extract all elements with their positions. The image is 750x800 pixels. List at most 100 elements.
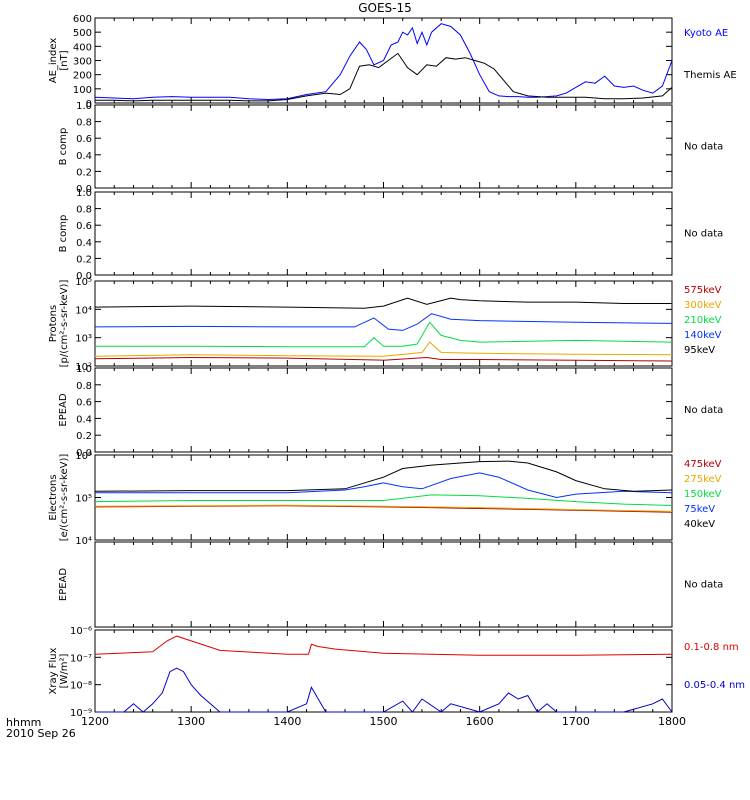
legend-entry: 0.05-0.4 nm [684,680,745,691]
series-line-kyoto-ae [94,23,673,101]
panel-ae: 0 100 200 300 400 500 600 AE_index [nT] Kyoto AE T… [48,14,737,110]
y-axis-label: EPEAD [58,393,69,427]
x-tick-label: 1700 [562,715,590,728]
y-axis-label: AE_index [48,38,59,84]
y-tick-label: 10⁵ [75,277,92,288]
panel-frame [94,454,673,541]
series-line-210kev [95,321,673,348]
legend-entry: 475keV [684,459,722,470]
series-line-95kev [94,297,672,309]
y-tick-label: 0.2 [76,431,92,442]
legend-entry: 0.1-0.8 nm [684,642,739,653]
y-tick-label: 10⁵ [75,494,92,505]
chart-title: GOES-15 [358,1,412,15]
y-tick-label: 200 [73,71,92,82]
panel-protons: 10² 10³ 10⁴ 10⁵ Protons [p/(cm²-s-sr-keV)] 575… [48,277,722,373]
y-axis-label: Xray Flux [48,647,59,694]
y-tick-label: 0.0 [76,271,92,282]
y-tick-label: 100 [73,85,92,96]
legend-entry: 75keV [684,504,715,515]
panel-frame [94,191,673,276]
panel-bcomp2: 0.0 0.2 0.4 0.6 0.8 1.0 B comp No data [58,188,723,282]
footer-time-label: hhmm [6,716,41,729]
legend-entry: 40keV [684,519,715,530]
series-line-40kev [94,460,673,492]
y-tick-label: 0.8 [76,118,92,129]
series-line-0-05-0-4-nm [95,667,673,713]
no-data-label: No data [684,405,723,416]
y-tick-label: 0.6 [76,134,92,145]
y-tick-label: 600 [73,14,92,25]
x-tick-label: 1600 [466,715,494,728]
y-tick-label: 10³ [75,334,92,345]
series-line-0-1-0-8-nm [94,635,673,656]
y-tick-label: 0.8 [76,381,92,392]
legend-entry: Themis AE [683,70,737,81]
y-tick-label: 10⁴ [75,305,92,316]
y-axis-label: B comp [58,215,69,253]
legend-entry: 575keV [684,285,722,296]
legend-entry: 140keV [684,330,722,341]
y-tick-label: 10⁻⁶ [70,626,92,637]
series-line-475kev [94,505,673,513]
panel-frame [94,367,673,453]
y-tick-label: 10⁴ [75,536,92,547]
panel-frame [94,280,673,367]
legend-entry: 275keV [684,474,722,485]
y-tick-label: 0.4 [76,414,92,425]
series-line-75kev [95,472,673,499]
no-data-label: No data [684,580,723,591]
y-tick-label: 1.0 [76,364,92,375]
y-axis-label: [e/(cm²-s-sr-keV)] [59,454,70,542]
y-axis-label: [nT] [59,50,70,70]
y-tick-label: 0.6 [76,398,92,409]
panel-epead2: EPEAD No data [58,541,723,628]
x-tick-label: 1800 [658,715,686,728]
y-tick-label: 0.6 [76,221,92,232]
y-tick-label: 0.4 [76,151,92,162]
y-tick-label: 10⁶ [75,451,92,462]
y-axis-label: EPEAD [58,568,69,602]
legend-entry: 95keV [684,345,715,356]
series-line-140kev [94,313,673,331]
legend-entry: 150keV [684,489,722,500]
panel-frame [94,104,673,189]
y-tick-label: 0.4 [76,238,92,249]
y-tick-label: 400 [73,42,92,53]
footer-date-label: 2010 Sep 26 [6,727,76,740]
series-line-300kev [94,341,673,357]
y-tick-label: 1.0 [76,188,92,199]
x-tick-label: 1200 [81,715,109,728]
panel-xray: 10⁻⁹ 10⁻⁸ 10⁻⁷ 10⁻⁶ Xray Flux [W/m²] 0.1-0.8 n… [48,626,745,728]
y-tick-label: 10⁻⁹ [70,708,92,719]
series-line-themis-ae [95,52,673,102]
no-data-label: No data [684,229,723,240]
y-tick-label: 0.0 [76,448,92,459]
x-tick-label: 1500 [370,715,398,728]
y-tick-label: 0.0 [76,184,92,195]
y-axis-label: Protons [48,305,59,342]
legend-entry: 300keV [684,300,722,311]
y-tick-label: 10⁻⁷ [70,653,92,664]
y-tick-label: 1.0 [76,101,92,112]
y-axis-label: [p/(cm²-s-sr-keV)] [59,280,70,368]
panel-bcomp1: 0.0 0.2 0.4 0.6 0.8 1.0 B comp No data [58,101,723,195]
y-tick-label: 10⁻⁸ [70,681,92,692]
y-tick-label: 300 [73,57,92,68]
series-line-275kev [94,504,673,512]
x-tick-label: 1300 [177,715,205,728]
panel-electrons: 10⁴ 10⁵ 10⁶ Electrons [e/(cm²-s-sr-keV)] 475k… [48,451,722,547]
y-axis-label: [W/m²] [59,653,70,688]
y-tick-label: 0.2 [76,167,92,178]
y-tick-label: 0.2 [76,254,92,265]
legend-entry: Kyoto AE [684,28,728,39]
series-line-575kev [94,356,673,362]
y-axis-label: B comp [58,128,69,166]
no-data-label: No data [684,142,723,153]
y-tick-label: 500 [73,28,92,39]
panel-frame [94,541,673,628]
x-tick-label: 1400 [273,715,301,728]
series-line-150kev [94,494,673,506]
y-tick-label: 0.8 [76,205,92,216]
